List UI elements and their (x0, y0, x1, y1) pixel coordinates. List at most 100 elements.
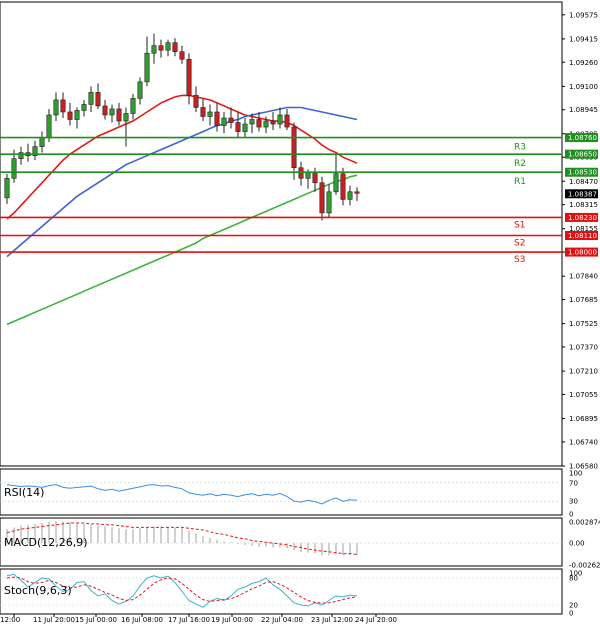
candle (347, 185, 353, 206)
level-price-label: 1.08000 (568, 249, 597, 257)
candle (270, 111, 276, 131)
candle-body (88, 92, 94, 105)
candle-body (32, 146, 38, 156)
stoch-series-line (6, 573, 358, 608)
candle-body (130, 98, 136, 114)
level-price-label: 1.08230 (568, 214, 597, 222)
rsi-tick-label: 70 (569, 479, 578, 487)
candle (151, 33, 157, 64)
candle-body (221, 117, 227, 126)
candle (256, 111, 262, 132)
candle (158, 39, 164, 58)
candle-body (53, 99, 59, 116)
time-tick-label: 22 Jul 04:00 (261, 616, 303, 624)
candle-body (158, 45, 164, 51)
macd-tick-label: 0.002874 (569, 519, 600, 527)
candle-body (333, 173, 339, 193)
stoch-tick-label: 100 (569, 570, 582, 578)
moving-average-line (6, 106, 358, 258)
rsi-series-line (6, 484, 358, 505)
candle (214, 102, 220, 132)
candle-body (263, 120, 269, 128)
candle (123, 107, 129, 147)
candle-body (95, 92, 101, 107)
level-price-box (565, 212, 598, 222)
price-tick-label: 1.07840 (569, 273, 598, 281)
price-tick-label: 1.09575 (569, 11, 598, 19)
candle-body (172, 42, 178, 53)
time-tick-label: 24 Jul 20:00 (355, 616, 397, 624)
candle (4, 173, 10, 204)
level-price-box (565, 247, 598, 257)
candle (60, 92, 66, 118)
macd-series-line (6, 522, 358, 555)
stoch-series-line (6, 576, 358, 604)
level-name-r3: R3 (514, 143, 526, 153)
current-price-box (565, 189, 598, 199)
level-name-r2: R2 (514, 159, 526, 169)
time-tick-label: 15 Jul 00:00 (75, 616, 117, 624)
rsi-tick-label: 100 (569, 470, 582, 478)
level-price-label: 1.08650 (568, 151, 597, 159)
macd-tick-label: 0.00 (569, 540, 585, 548)
candle (235, 111, 241, 138)
candle-body (74, 110, 80, 120)
candle-body (179, 51, 185, 60)
price-tick-label: 1.08155 (569, 225, 598, 233)
candle (193, 86, 199, 112)
candle (165, 39, 171, 57)
candle (186, 53, 192, 105)
candle (116, 102, 122, 126)
price-tick-label: 1.06580 (569, 463, 598, 471)
candle-body (46, 114, 52, 138)
candle-body (39, 137, 45, 147)
price-tick-label: 1.08315 (569, 201, 598, 209)
level-price-box (565, 133, 598, 143)
candle (340, 167, 346, 206)
candle-body (249, 119, 255, 125)
price-tick-label: 1.07055 (569, 391, 598, 399)
candle (95, 83, 101, 109)
moving-average-line (6, 94, 358, 220)
candle (172, 38, 178, 57)
candle (81, 99, 87, 117)
price-tick-label: 1.07370 (569, 343, 598, 351)
level-name-s2: S2 (514, 239, 525, 249)
macd-frame (0, 517, 563, 567)
price-tick-label: 1.09415 (569, 35, 598, 43)
price-tick-label: 1.08945 (569, 106, 598, 114)
candle (32, 140, 38, 161)
stoch-tick-label: 0 (569, 610, 573, 618)
price-tick-label: 1.06895 (569, 415, 598, 423)
candle (228, 107, 234, 129)
candle-body (312, 171, 318, 184)
price-pane-frame (0, 1, 563, 467)
candle (354, 187, 360, 201)
candle-body (207, 111, 213, 117)
level-name-s3: S3 (514, 255, 525, 265)
moving-average-line (6, 174, 358, 326)
level-price-label: 1.08110 (568, 232, 597, 240)
candle-body (242, 123, 248, 132)
candle-body (81, 104, 87, 111)
rsi-frame (0, 468, 563, 516)
price-tick-label: 1.07685 (569, 296, 598, 304)
candle-body (284, 114, 290, 128)
candle-body (60, 99, 66, 113)
candle-body (291, 126, 297, 169)
candle-body (4, 177, 10, 199)
candle (277, 107, 283, 129)
candle-body (347, 191, 353, 200)
time-tick-label: 17 Jul 16:00 (168, 616, 210, 624)
candle-body (116, 108, 122, 122)
macd-label: MACD(12,26,9) (4, 536, 88, 549)
candle-body (277, 114, 283, 125)
rsi-tick-label: 30 (569, 498, 578, 506)
time-tick-label: 16 Jul 08:00 (121, 616, 163, 624)
candle-body (256, 119, 262, 128)
candle (130, 93, 136, 120)
candle-body (354, 191, 360, 194)
rsi-tick-label: 0 (569, 511, 573, 519)
candle-body (305, 171, 311, 179)
